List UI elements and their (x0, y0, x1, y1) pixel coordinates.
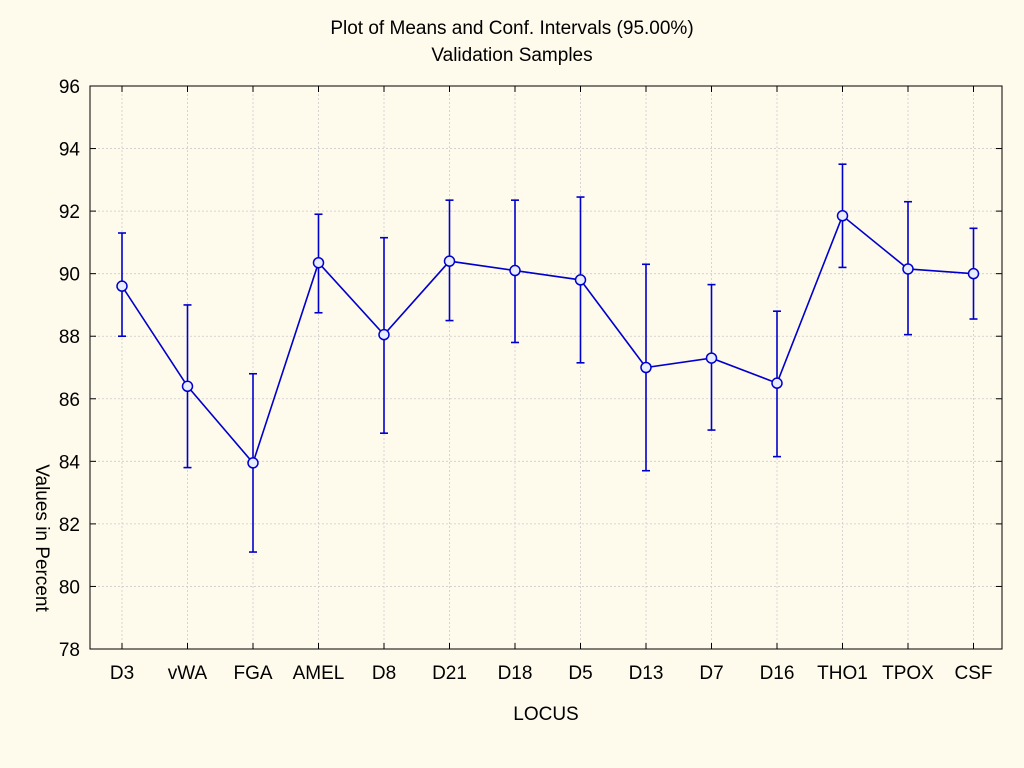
mean-point (509, 264, 521, 277)
mean-point (967, 267, 980, 280)
plot-area (89, 85, 1003, 650)
x-tick-label: D21 (432, 663, 467, 684)
mean-point (312, 256, 325, 269)
mean-point (836, 210, 849, 222)
x-tick-label: D16 (760, 663, 795, 684)
y-tick-label: 84 (59, 452, 81, 473)
mean-point (181, 380, 194, 393)
y-tick-label: 94 (59, 140, 81, 161)
mean-point (771, 377, 783, 389)
series-layer (116, 163, 980, 553)
chart-subtitle: Validation Samples (431, 45, 592, 66)
x-tick-label: D8 (372, 663, 396, 684)
y-tick-label: 86 (59, 390, 80, 411)
mean-point (705, 352, 718, 364)
mean-point (378, 328, 390, 341)
y-tick-label: 90 (59, 265, 80, 286)
x-tick-label: D18 (498, 663, 533, 684)
mean-point (640, 361, 652, 374)
y-axis-label: Values in Percent (31, 464, 52, 612)
series-line (121, 214, 974, 465)
x-tick-label: D3 (110, 663, 134, 684)
x-tick-label: D13 (629, 663, 664, 684)
x-tick-label: CSF (955, 663, 993, 684)
y-tick-label: 96 (59, 77, 80, 98)
x-tick-label: AMEL (293, 663, 345, 684)
x-tick-label: vWA (168, 663, 208, 684)
y-tick-label: 82 (59, 515, 80, 536)
x-tick-label: D5 (568, 663, 592, 684)
x-tick-label: D7 (699, 663, 723, 684)
mean-point (116, 280, 128, 292)
mean-point (574, 274, 587, 286)
y-tick-label: 78 (59, 640, 80, 661)
chart-title: Plot of Means and Conf. Intervals (95.00… (330, 18, 693, 39)
mean-point (247, 457, 259, 469)
y-tick-label: 80 (59, 577, 80, 598)
x-tick-label: THO1 (817, 663, 868, 684)
x-tick-label: TPOX (882, 663, 934, 684)
x-tick-label: FGA (233, 663, 272, 684)
axes: 78 80 82 84 86 88 90 92 94 96 D3 vWA FGA AMEL D8 D21 D18… (59, 77, 1002, 684)
y-tick-label: 88 (59, 327, 80, 348)
x-axis-label: LOCUS (513, 704, 578, 725)
mean-point (902, 263, 914, 275)
y-tick-label: 92 (59, 202, 80, 223)
mean-point (443, 255, 456, 267)
